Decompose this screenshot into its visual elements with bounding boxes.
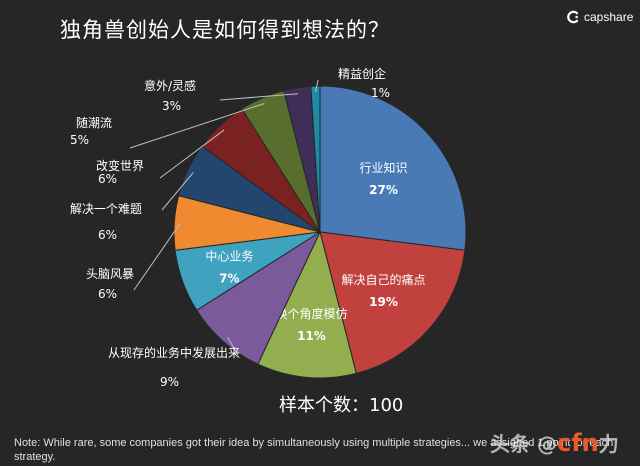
slice-value-label: 11% (297, 329, 326, 343)
slice-label: 解决自己的痛点 (342, 272, 426, 287)
page-title: 独角兽创始人是如何得到想法的？ (60, 18, 390, 42)
pie-slice (310, 85, 321, 233)
slice-value-label: 9% (160, 375, 179, 389)
slice-value-label: 6% (98, 287, 117, 301)
slice-label: 随潮流 (76, 115, 112, 130)
pie-slice (319, 231, 466, 375)
slice-label: 改变世界 (96, 158, 144, 173)
slice-value-label: 6% (98, 228, 117, 242)
slice-value-label: 6% (98, 172, 117, 186)
pie-slice (319, 85, 467, 251)
watermark-logo: cfn (556, 429, 599, 457)
footnote: Note: While rare, some companies got the… (14, 437, 614, 463)
pie-slice (257, 230, 357, 379)
slice-value-label: 27% (369, 183, 398, 197)
slice-label: 换个角度模仿 (275, 306, 347, 321)
brand-name: capshare (584, 10, 634, 24)
watermark: 头条 @cfn力 (490, 428, 619, 457)
leader-line (219, 93, 299, 101)
leader-line (159, 129, 225, 179)
slice-value-label: 1% (371, 86, 390, 100)
leader-line (161, 172, 194, 211)
slice-label: 中心业务 (205, 249, 253, 264)
watermark-suffix: 力 (598, 432, 619, 456)
watermark-prefix: 头条 @ (490, 432, 557, 456)
slice-label: 从现存的业务中发展出来 (108, 345, 240, 360)
slice-label: 头脑风暴 (86, 267, 134, 281)
slice-label: 意外/灵感 (144, 78, 196, 93)
leader-line (226, 336, 239, 356)
slice-value-label: 5% (70, 133, 89, 147)
slice-label: 精益创企 (338, 66, 386, 81)
pie-slice (196, 230, 322, 365)
slice-label: 解决一个难题 (70, 202, 142, 216)
slice-value-label: 3% (162, 99, 181, 113)
slice-label: 行业知识 (360, 161, 408, 175)
leader-line (133, 222, 181, 291)
leader-line (129, 103, 265, 149)
leader-line (315, 79, 319, 93)
sample-size: 样本个数：100 (279, 395, 404, 416)
brand-logo: capshare (566, 10, 633, 24)
slice-value-label: 7% (219, 272, 239, 286)
slice-value-label: 19% (369, 295, 398, 309)
capshare-c-icon (567, 10, 579, 24)
